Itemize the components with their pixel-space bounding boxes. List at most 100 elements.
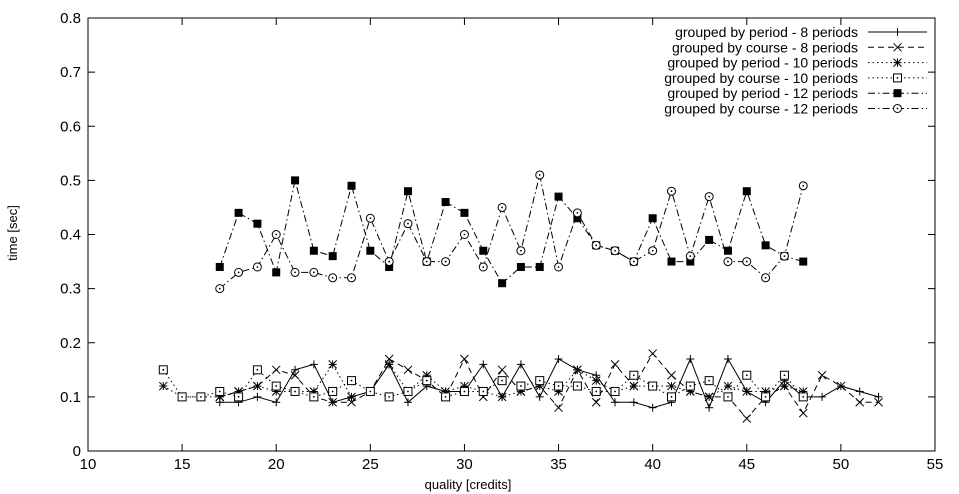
square-filled-marker xyxy=(761,241,770,250)
x-tick-label: 50 xyxy=(833,456,850,473)
data-point xyxy=(234,208,243,217)
data-point xyxy=(554,381,564,391)
x-marker xyxy=(874,397,883,407)
marker-dot xyxy=(237,271,240,274)
marker-stroke xyxy=(497,392,507,402)
data-point xyxy=(591,397,601,407)
data-point xyxy=(441,392,451,402)
x-tick-label: 20 xyxy=(268,456,285,473)
circle-dot-marker xyxy=(384,257,394,267)
data-point xyxy=(535,376,545,386)
plus-marker xyxy=(554,354,563,363)
square-open-marker xyxy=(723,392,733,402)
marker-dot xyxy=(632,374,635,377)
data-point xyxy=(328,397,338,407)
square-open-marker xyxy=(779,370,789,380)
circle-dot-marker xyxy=(328,273,338,283)
marker-dot xyxy=(444,260,447,263)
circle-dot-marker xyxy=(610,246,620,256)
circle-dot-marker xyxy=(629,257,639,267)
data-point xyxy=(742,387,752,396)
y-tick-label: 0.4 xyxy=(60,227,81,244)
square-open-marker xyxy=(666,392,676,402)
marker-stroke xyxy=(723,381,733,391)
circle-dot-marker xyxy=(591,240,601,250)
circle-dot-marker xyxy=(252,262,262,272)
data-point xyxy=(497,392,507,402)
legend-marker xyxy=(893,58,902,67)
square-open-marker xyxy=(384,392,394,402)
asterisk-marker xyxy=(591,376,601,385)
data-point xyxy=(497,202,507,212)
marker-dot xyxy=(501,379,503,382)
marker-stroke xyxy=(836,381,846,391)
marker-stroke xyxy=(591,376,601,385)
marker-stroke xyxy=(629,381,639,391)
x-tick-label: 45 xyxy=(738,456,755,473)
square-open-marker xyxy=(271,381,281,391)
marker-dot xyxy=(576,385,579,387)
data-point xyxy=(215,262,224,271)
data-point xyxy=(799,257,808,266)
square-filled-marker xyxy=(667,257,676,266)
circle-dot-marker xyxy=(365,213,375,223)
data-point xyxy=(385,262,394,271)
square-filled-marker xyxy=(272,268,281,277)
data-point xyxy=(215,386,225,396)
marker-stroke xyxy=(893,42,902,52)
square-open-marker xyxy=(177,392,187,402)
plus-marker xyxy=(291,365,300,374)
marker-stroke xyxy=(742,387,752,396)
data-point xyxy=(460,354,469,364)
data-point xyxy=(347,376,357,386)
data-point xyxy=(271,381,281,391)
data-point xyxy=(347,392,356,402)
plus-marker xyxy=(611,398,620,407)
square-filled-marker xyxy=(742,187,751,196)
data-point xyxy=(780,381,789,391)
data-point xyxy=(704,392,714,402)
circle-dot-marker xyxy=(347,273,357,283)
square-open-marker xyxy=(685,381,695,391)
data-point xyxy=(685,381,695,391)
data-point xyxy=(365,213,375,223)
data-point xyxy=(629,398,638,407)
square-filled-marker xyxy=(253,219,262,228)
y-tick-label: 0.5 xyxy=(60,172,81,189)
square-filled-marker xyxy=(309,246,318,255)
x-marker xyxy=(591,397,601,407)
data-point xyxy=(234,267,244,277)
square-filled-marker xyxy=(516,262,525,271)
square-filled-marker xyxy=(554,192,563,201)
marker-dot xyxy=(388,395,391,398)
plus-marker xyxy=(629,398,638,407)
marker-stroke xyxy=(290,370,300,380)
x-marker xyxy=(742,414,752,423)
square-filled-marker xyxy=(291,176,300,185)
square-open-marker xyxy=(893,73,902,83)
marker-dot xyxy=(538,174,541,176)
x-marker xyxy=(460,354,469,364)
marker-dot xyxy=(764,395,767,398)
data-point xyxy=(384,257,394,267)
data-point xyxy=(516,381,526,391)
data-point xyxy=(478,262,488,272)
plus-marker xyxy=(516,360,525,369)
marker-dot xyxy=(312,271,315,274)
square-open-marker xyxy=(478,386,488,396)
circle-dot-marker xyxy=(290,267,300,277)
data-point xyxy=(253,381,262,391)
marker-dot xyxy=(369,390,372,393)
plus-marker xyxy=(686,354,695,363)
square-open-marker xyxy=(516,381,526,391)
data-point xyxy=(252,365,262,375)
square-filled-marker xyxy=(403,187,412,196)
square-filled-marker xyxy=(723,246,732,255)
marker-dot xyxy=(727,395,729,398)
x-marker xyxy=(855,397,865,407)
marker-dot xyxy=(595,390,598,393)
data-point xyxy=(516,262,525,271)
square-open-marker xyxy=(459,386,469,396)
legend-item: grouped by period - 12 periods xyxy=(667,85,927,101)
data-point xyxy=(158,365,168,375)
